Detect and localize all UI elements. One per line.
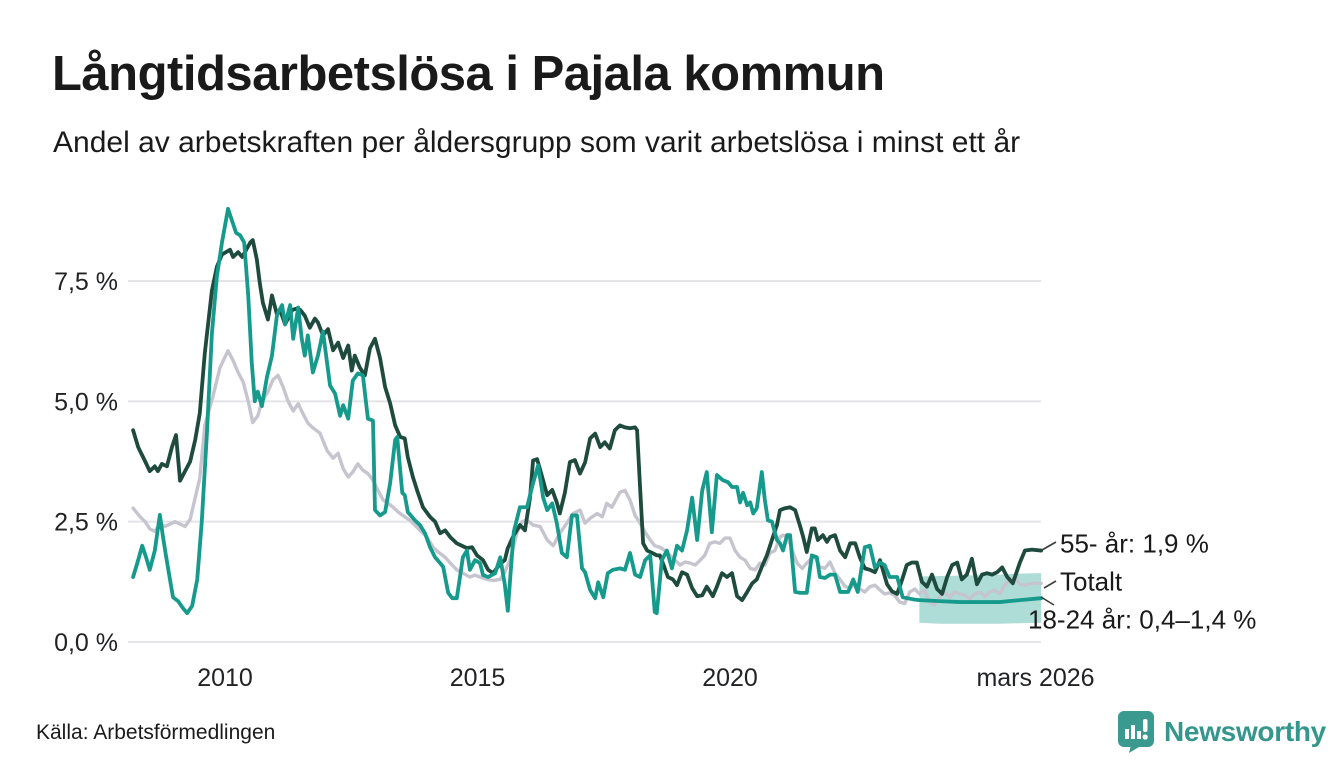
source-note: Källa: Arbetsförmedlingen <box>36 721 276 744</box>
page-subtitle: Andel av arbetskraften per åldersgrupp s… <box>53 126 1021 159</box>
y-tick-label: 0,0 % <box>54 629 118 657</box>
series-line-55-ar <box>131 238 1043 603</box>
end-label-55-ar: 55- år: 1,9 % <box>1060 528 1209 559</box>
y-tick-label: 7,5 % <box>54 268 118 296</box>
series-line-totalt <box>131 349 1043 607</box>
end-label-totalt: Totalt <box>1060 566 1123 597</box>
x-tick-label: 2010 <box>197 664 253 692</box>
newsworthy-icon <box>1117 710 1155 753</box>
newsworthy-logo[interactable]: Newsworthy <box>1117 710 1326 753</box>
connector-totalt <box>1043 580 1057 589</box>
connector-55-ar <box>1041 541 1057 551</box>
page-title: Långtidsarbetslösa i Pajala kommun <box>52 47 885 101</box>
newsworthy-wordmark: Newsworthy <box>1164 715 1326 747</box>
x-tick-label: 2015 <box>450 664 506 692</box>
series-line-18-24-ar <box>131 206 1043 616</box>
connector-18-24-ar <box>1040 596 1055 606</box>
y-tick-label: 2,5 % <box>54 509 118 537</box>
x-tick-label: 2020 <box>702 664 758 692</box>
uncertainty-band-18-24-ar <box>919 573 1042 624</box>
x-tick-label: mars 2026 <box>976 664 1094 692</box>
y-tick-label: 5,0 % <box>54 388 118 416</box>
end-label-18-24-ar: 18-24 år: 0,4–1,4 % <box>1028 604 1257 635</box>
